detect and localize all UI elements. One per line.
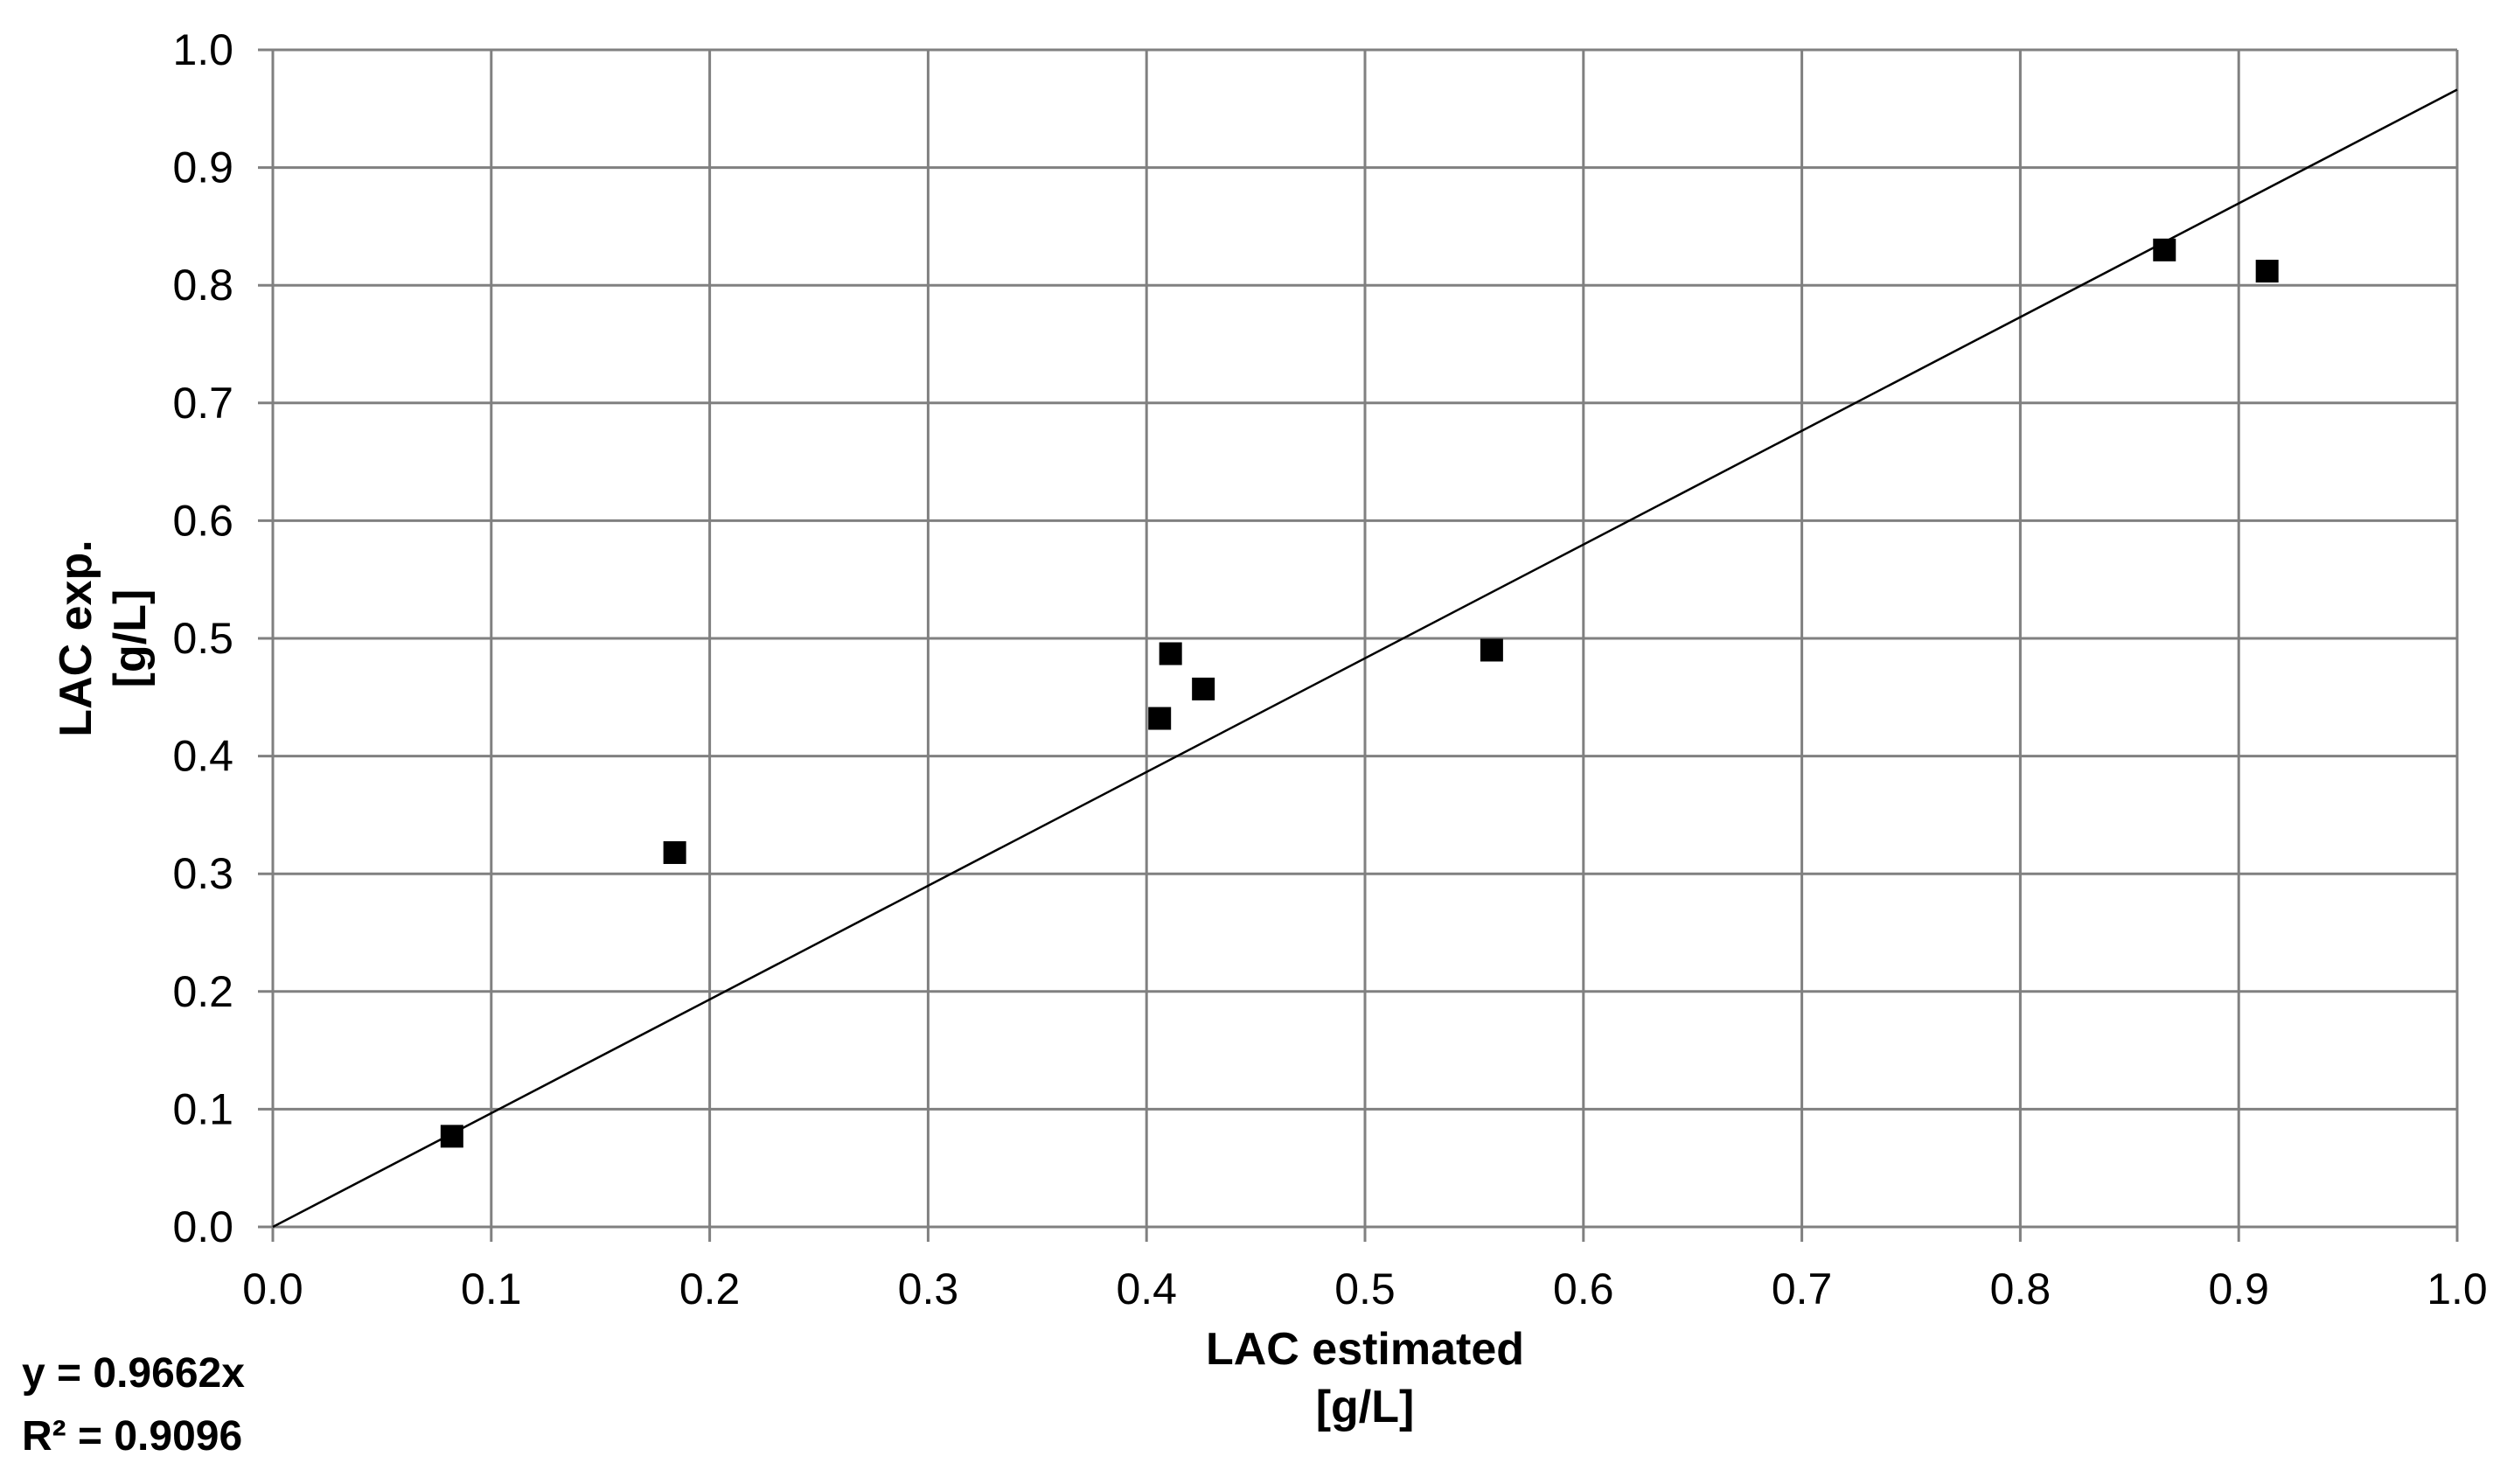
x-tick-label: 0.8 (1990, 1265, 2051, 1313)
data-point-marker (2255, 260, 2279, 283)
y-tick-label: 0.4 (172, 732, 233, 781)
x-axis-title-text: LAC estimated (1205, 1324, 1525, 1375)
x-tick-label: 0.9 (2208, 1265, 2269, 1313)
x-tick-label: 0.2 (679, 1265, 741, 1313)
y-axis-title-text: LAC exp. (51, 540, 101, 737)
y-tick-label: 0.6 (172, 496, 233, 545)
trendline-equation: y = 0.9662x (22, 1350, 245, 1397)
data-point-marker (2153, 238, 2176, 261)
y-axis-title-units: [g/L] (105, 589, 156, 688)
data-point-marker (1480, 638, 1503, 662)
x-tick-label: 0.5 (1334, 1265, 1396, 1313)
x-tick-label: 1.0 (2427, 1265, 2488, 1313)
trendline-equation-annotation: y = 0.9662x R² = 0.9096 (22, 1342, 245, 1468)
y-tick-label: 0.0 (172, 1202, 233, 1251)
x-tick-label: 0.3 (898, 1265, 959, 1313)
data-point-marker (1192, 677, 1215, 700)
x-axis-title-units: [g/L] (1315, 1382, 1415, 1432)
y-tick-label: 0.1 (172, 1084, 233, 1133)
trendline-r-squared: R² = 0.9096 (22, 1413, 243, 1460)
y-tick-label: 1.0 (172, 25, 233, 74)
data-point-marker (1148, 707, 1172, 730)
data-point-marker (440, 1125, 463, 1148)
x-axis-title: LAC estimated [g/L] (273, 1320, 2457, 1436)
y-tick-label: 0.7 (172, 379, 233, 428)
x-tick-label: 0.1 (461, 1265, 522, 1313)
y-axis-title: LAC exp. [g/L] (49, 540, 157, 736)
y-tick-label: 0.3 (172, 849, 233, 898)
x-tick-label: 0.4 (1116, 1265, 1177, 1313)
y-tick-label: 0.8 (172, 261, 233, 310)
y-tick-label: 0.9 (172, 143, 233, 192)
y-tick-label: 0.5 (172, 614, 233, 663)
x-tick-label: 0.0 (242, 1265, 303, 1313)
x-tick-label: 0.7 (1772, 1265, 1833, 1313)
x-tick-label: 0.6 (1553, 1265, 1614, 1313)
trendline (272, 88, 2458, 1229)
y-tick-label: 0.2 (172, 967, 233, 1016)
data-point-marker (663, 840, 686, 864)
data-point-marker (1159, 642, 1182, 665)
